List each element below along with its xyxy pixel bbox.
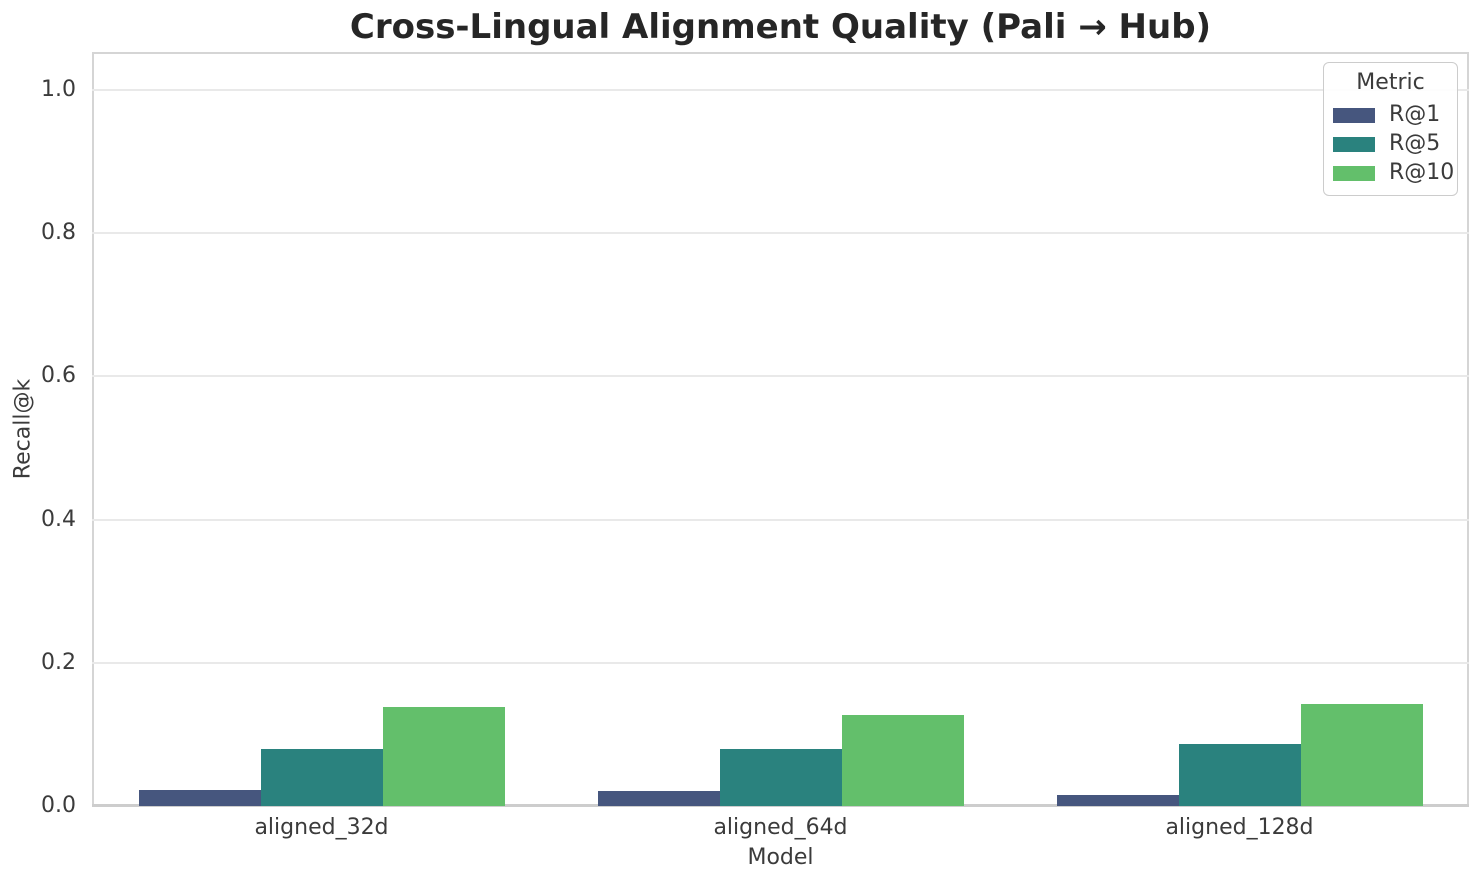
legend-label-R@5: R@5 xyxy=(1389,131,1441,156)
y-tick-label: 0.0 xyxy=(41,793,76,818)
legend-item-R@1: R@1 xyxy=(1333,102,1457,127)
gridline-y-0.6 xyxy=(92,375,1469,378)
x-tick-label-aligned_128d: aligned_128d xyxy=(1165,815,1314,840)
y-tick-label: 0.6 xyxy=(41,363,76,389)
gridline-y-0.2 xyxy=(92,661,1469,664)
y-tick-label: 0.8 xyxy=(41,220,76,246)
legend-label-R@1: R@1 xyxy=(1389,102,1441,127)
legend-items: R@1 R@5 R@10 xyxy=(1324,102,1457,185)
x-axis-label: Model xyxy=(747,845,814,870)
gridline-y-0.4 xyxy=(92,518,1469,521)
bar-aligned_64d-R@1 xyxy=(597,791,720,806)
left-spine xyxy=(92,52,94,806)
bar-aligned_128d-R@10 xyxy=(1300,704,1423,806)
y-axis-label: Recall@k xyxy=(10,378,36,480)
y-tick-label: 1.0 xyxy=(41,77,76,102)
gridline-y-1.0 xyxy=(92,89,1469,91)
x-tick-label-aligned_64d: aligned_64d xyxy=(713,815,848,840)
bar-aligned_64d-R@10 xyxy=(841,715,964,806)
y-tick-label: 0.2 xyxy=(41,649,76,675)
legend-swatch-R@5 xyxy=(1333,136,1375,152)
bar-aligned_32d-R@5 xyxy=(260,749,383,806)
legend-item-R@5: R@5 xyxy=(1333,131,1457,156)
chart-title: Cross-Lingual Alignment Quality (Pali → … xyxy=(349,7,1212,47)
legend: Metric R@1 R@5 R@10 xyxy=(1323,62,1458,196)
bar-aligned_64d-R@5 xyxy=(719,749,842,806)
legend-item-R@10: R@10 xyxy=(1333,160,1457,185)
legend-swatch-R@1 xyxy=(1333,107,1375,123)
x-tick-label-aligned_32d: aligned_32d xyxy=(254,815,389,840)
bar-aligned_128d-R@1 xyxy=(1056,795,1179,806)
bar-aligned_32d-R@10 xyxy=(382,707,505,806)
legend-swatch-R@10 xyxy=(1333,165,1375,181)
legend-title: Metric xyxy=(1356,70,1425,95)
y-tick-label: 0.4 xyxy=(41,506,76,532)
right-spine xyxy=(1467,52,1469,806)
gridline-y-0.8 xyxy=(92,232,1469,235)
bar-aligned_32d-R@1 xyxy=(138,790,261,806)
top-spine xyxy=(92,52,1469,54)
bar-aligned_128d-R@5 xyxy=(1178,744,1301,806)
plot-area xyxy=(92,52,1469,807)
legend-label-R@10: R@10 xyxy=(1389,160,1455,185)
